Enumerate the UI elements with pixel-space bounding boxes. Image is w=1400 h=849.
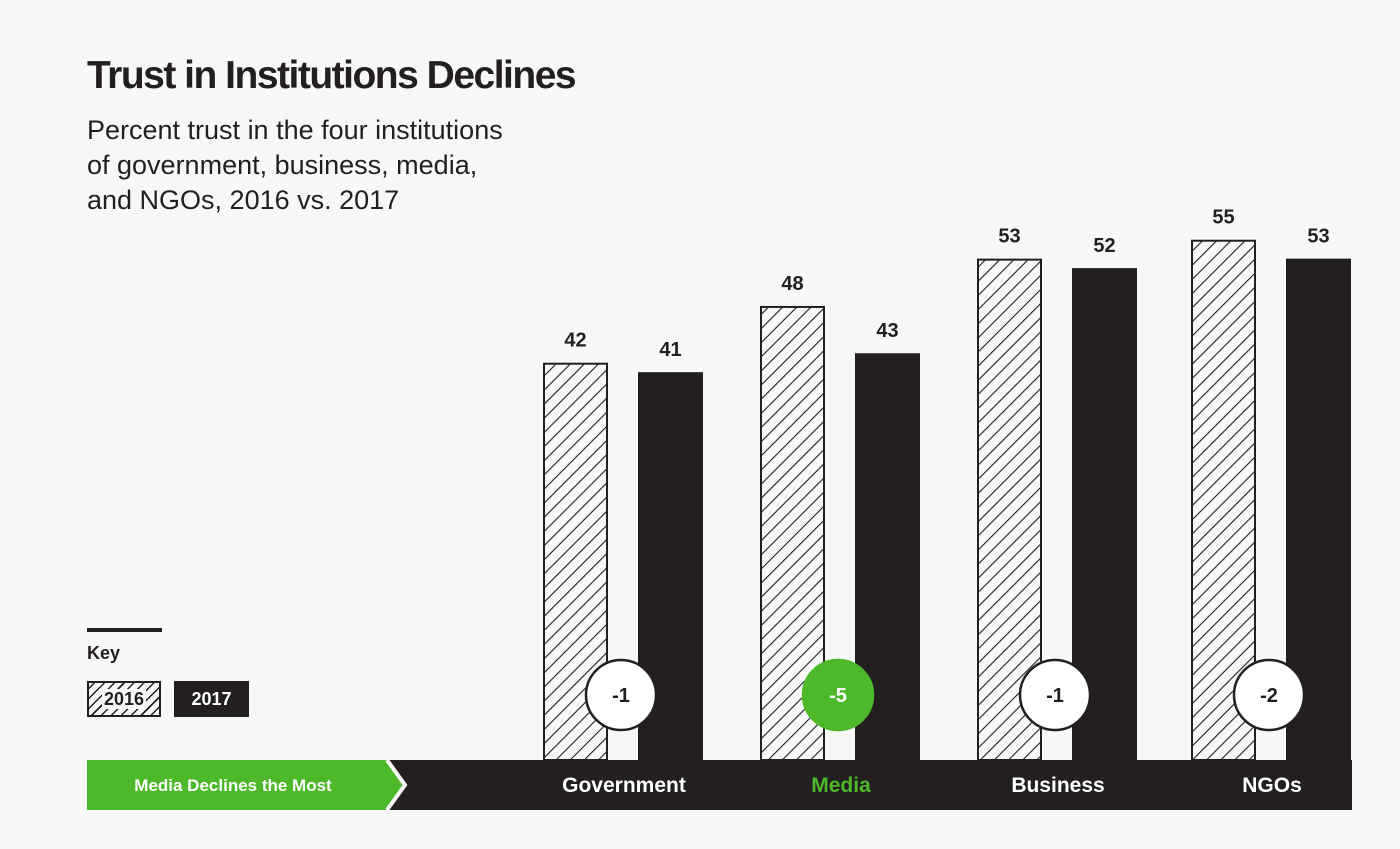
data-label-business-2017: 52	[1093, 235, 1115, 257]
footer-band: Media Declines the Most	[87, 758, 1352, 812]
change-label-government: -1	[612, 685, 630, 707]
data-label-ngos-2016: 55	[1212, 207, 1234, 229]
category-label-ngos: NGOs	[1242, 774, 1302, 797]
subtitle-line-2: of government, business, media,	[87, 150, 478, 180]
change-badge-media	[801, 658, 875, 732]
data-label-business-2016: 53	[998, 226, 1020, 248]
change-label-ngos: -2	[1260, 685, 1278, 707]
data-label-government-2016: 42	[564, 330, 586, 352]
legend-item-2016: 2016	[87, 681, 161, 717]
change-label-business: -1	[1046, 685, 1064, 707]
change-badge-government	[584, 658, 658, 732]
subtitle-line-1: Percent trust in the four institutions	[87, 115, 503, 145]
chart-subtitle: Percent trust in the four institutions o…	[87, 113, 607, 218]
data-label-government-2017: 41	[659, 339, 681, 361]
data-label-media-2017: 43	[876, 320, 898, 342]
category-label-media: Media	[811, 774, 871, 797]
data-label-ngos-2017: 53	[1307, 226, 1329, 248]
subtitle-line-3: and NGOs, 2016 vs. 2017	[87, 185, 400, 215]
chart-title: Trust in Institutions Declines	[87, 54, 577, 97]
change-badge-ngos	[1232, 658, 1306, 732]
category-label-government: Government	[562, 774, 686, 797]
banner-arrow-edge	[385, 758, 408, 812]
banner-arrow	[87, 760, 405, 810]
legend-title: Key	[87, 643, 121, 663]
change-label-media: -5	[829, 685, 847, 707]
category-label-business: Business	[1011, 774, 1104, 797]
category-band	[387, 760, 1352, 810]
change-badge-business	[1018, 658, 1092, 732]
data-label-media-2016: 48	[781, 273, 803, 295]
legend-item-2017: 2017	[174, 681, 249, 717]
key-divider	[87, 628, 162, 632]
banner-label: Media Declines the Most	[134, 776, 332, 795]
legend-label-2016: 2016	[101, 689, 147, 709]
